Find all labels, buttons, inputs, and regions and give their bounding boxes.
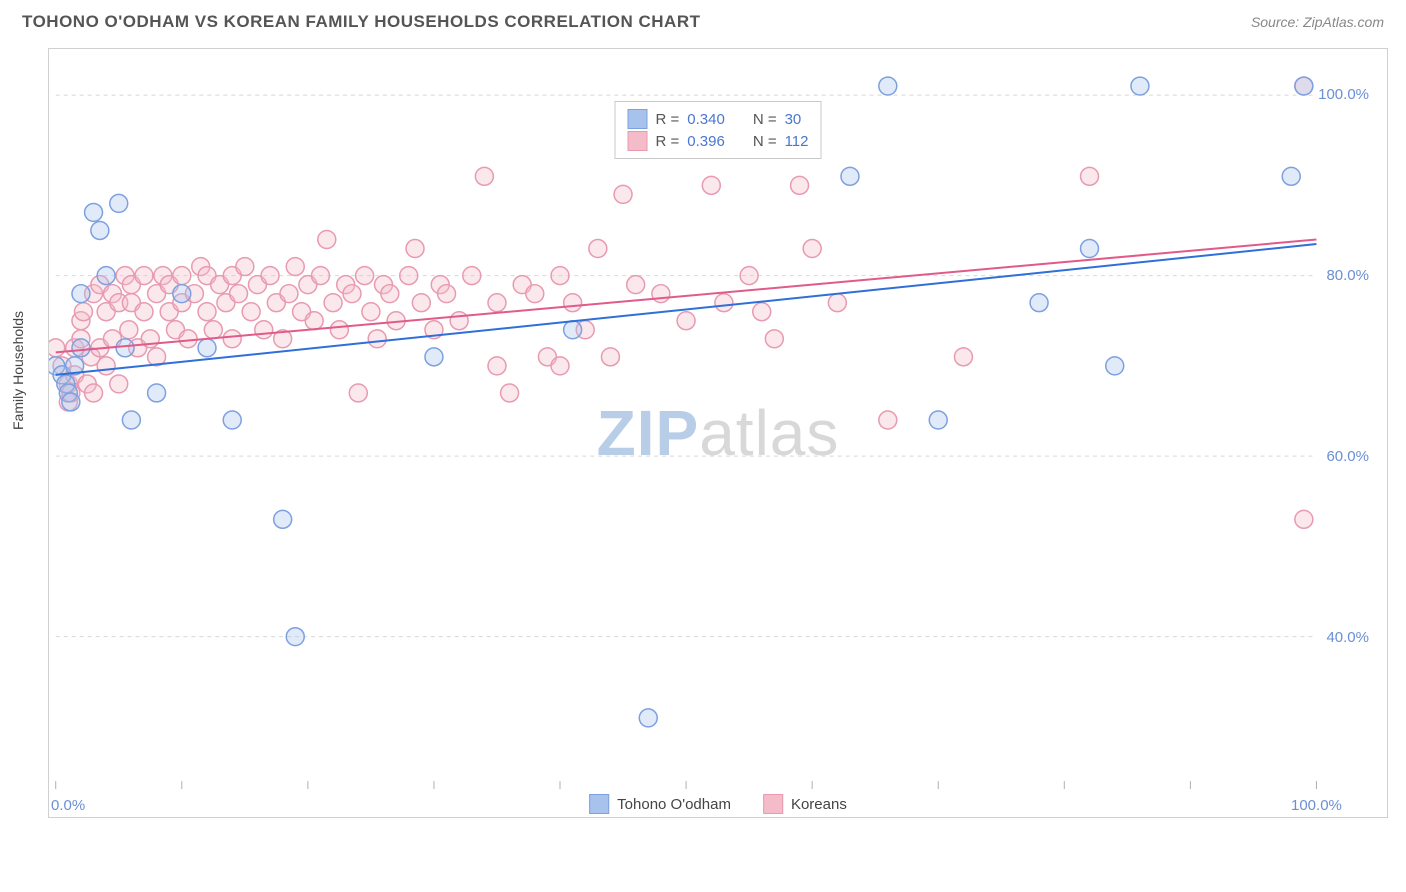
- legend-item-tohono: Tohono O'odham: [589, 794, 731, 814]
- source-attribution: Source: ZipAtlas.com: [1251, 14, 1384, 30]
- y-tick-label: 80.0%: [1326, 267, 1369, 284]
- swatch-tohono: [628, 109, 648, 129]
- legend-stats: R = 0.340 N = 30 R = 0.396 N = 112: [615, 101, 822, 159]
- legend-item-korean: Koreans: [763, 794, 847, 814]
- swatch-tohono: [589, 794, 609, 814]
- korean-label: Koreans: [791, 796, 847, 813]
- tohono-label: Tohono O'odham: [617, 796, 731, 813]
- korean-r-value: 0.396: [687, 133, 725, 150]
- legend-stats-row: R = 0.396 N = 112: [628, 131, 809, 151]
- swatch-korean: [628, 131, 648, 151]
- x-tick-label: 0.0%: [51, 797, 85, 814]
- tohono-n-value: 30: [785, 111, 802, 128]
- y-tick-label: 60.0%: [1326, 448, 1369, 465]
- tohono-r-value: 0.340: [687, 111, 725, 128]
- n-label: N =: [753, 111, 777, 128]
- r-label: R =: [656, 111, 680, 128]
- n-label: N =: [753, 133, 777, 150]
- r-label: R =: [656, 133, 680, 150]
- y-tick-label: 40.0%: [1326, 629, 1369, 646]
- plot-svg: [49, 49, 1387, 817]
- korean-n-value: 112: [785, 133, 809, 150]
- legend-series: Tohono O'odham Koreans: [589, 794, 847, 814]
- y-tick-label: 100.0%: [1318, 86, 1369, 103]
- swatch-korean: [763, 794, 783, 814]
- legend-stats-row: R = 0.340 N = 30: [628, 109, 809, 129]
- chart-title: TOHONO O'ODHAM VS KOREAN FAMILY HOUSEHOL…: [22, 12, 701, 32]
- x-tick-label: 100.0%: [1291, 797, 1342, 814]
- y-axis-label: Family Households: [10, 311, 26, 430]
- scatter-plot: ZIPatlas R = 0.340 N = 30 R = 0.396 N = …: [48, 48, 1388, 818]
- source-name: ZipAtlas.com: [1303, 14, 1384, 30]
- source-prefix: Source:: [1251, 14, 1303, 30]
